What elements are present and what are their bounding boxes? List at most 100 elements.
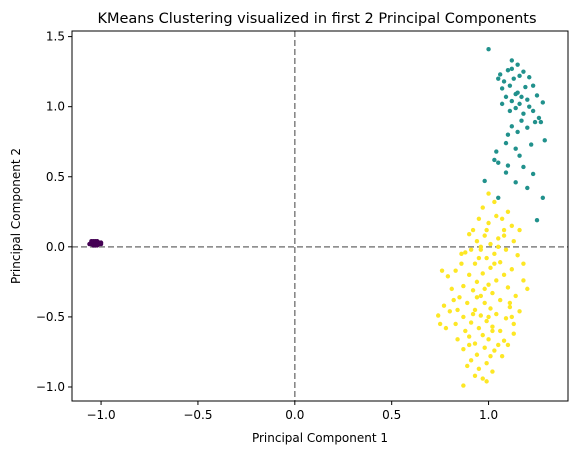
data-point xyxy=(465,300,470,306)
y-tick-label: 0.5 xyxy=(46,170,65,184)
data-point xyxy=(494,311,499,317)
data-point xyxy=(528,142,534,147)
data-point xyxy=(496,76,501,81)
data-point xyxy=(497,260,503,265)
x-axis-label: Principal Component 1 xyxy=(252,431,388,445)
data-point xyxy=(494,278,499,283)
data-point xyxy=(488,306,493,311)
data-point xyxy=(470,288,476,293)
data-point xyxy=(517,101,522,107)
data-point xyxy=(476,216,482,221)
data-point xyxy=(501,272,507,278)
data-points xyxy=(87,47,547,388)
data-point xyxy=(476,325,482,331)
data-point xyxy=(478,313,484,318)
data-point xyxy=(511,76,516,81)
data-point xyxy=(465,363,470,369)
data-point xyxy=(534,218,540,223)
data-point xyxy=(515,62,520,67)
data-point xyxy=(453,321,458,327)
data-point xyxy=(492,251,497,257)
data-point xyxy=(501,233,507,238)
y-tick-label: 0.0 xyxy=(46,240,65,254)
data-point xyxy=(468,320,474,325)
data-point xyxy=(441,303,447,308)
data-point xyxy=(507,300,513,306)
data-point xyxy=(443,325,449,331)
data-point xyxy=(509,124,515,129)
data-point xyxy=(466,232,472,237)
data-point xyxy=(459,251,464,257)
data-point xyxy=(507,108,513,114)
data-point xyxy=(435,313,441,318)
data-point xyxy=(492,199,497,205)
y-tick-label: 1.0 xyxy=(46,100,65,114)
data-point xyxy=(507,304,513,310)
data-point xyxy=(472,341,478,346)
data-point xyxy=(515,129,520,135)
data-point xyxy=(490,328,495,334)
data-point xyxy=(474,279,480,285)
data-point xyxy=(484,227,489,233)
data-point xyxy=(494,213,499,219)
data-point xyxy=(525,286,530,292)
data-point xyxy=(530,108,536,114)
data-point xyxy=(472,261,478,266)
data-point xyxy=(476,366,482,371)
data-point xyxy=(482,300,487,306)
data-point xyxy=(521,164,526,170)
data-point xyxy=(499,216,505,221)
x-tick-label: −0.5 xyxy=(183,408,212,422)
data-point xyxy=(474,295,480,300)
data-point xyxy=(466,334,472,339)
data-point xyxy=(482,345,487,350)
data-point xyxy=(461,314,466,320)
data-point xyxy=(492,157,497,163)
data-point xyxy=(513,180,518,185)
data-point xyxy=(521,69,526,74)
data-point xyxy=(497,72,503,77)
data-point xyxy=(87,241,92,247)
y-axis-ticks: −1.0 −0.5 0.0 0.5 1.0 1.5 xyxy=(36,30,72,394)
data-point xyxy=(515,253,520,258)
y-tick-label: 1.5 xyxy=(46,30,65,44)
data-point xyxy=(484,360,489,366)
data-point xyxy=(490,369,495,374)
data-point xyxy=(490,290,495,296)
data-point xyxy=(496,160,501,165)
plot-frame xyxy=(71,30,569,402)
data-point xyxy=(492,261,497,266)
x-tick-label: 0.0 xyxy=(285,408,304,422)
x-tick-label: −1.0 xyxy=(86,408,115,422)
data-point xyxy=(503,94,509,100)
data-point xyxy=(439,268,445,273)
data-point xyxy=(509,314,515,320)
data-point xyxy=(530,171,536,177)
data-point xyxy=(501,227,507,233)
data-point xyxy=(511,321,516,327)
data-point xyxy=(488,353,493,359)
data-point xyxy=(451,297,456,303)
data-point xyxy=(480,376,485,381)
data-point xyxy=(540,195,546,200)
reference-lines xyxy=(72,31,568,401)
data-point xyxy=(527,104,532,109)
data-point xyxy=(453,268,458,273)
data-point xyxy=(468,247,474,252)
data-point xyxy=(463,328,468,334)
data-point xyxy=(484,255,489,261)
data-point xyxy=(497,297,503,303)
data-point xyxy=(482,178,487,184)
y-tick-label: −1.0 xyxy=(36,380,65,394)
x-tick-label: 1.0 xyxy=(479,408,498,422)
data-point xyxy=(480,332,485,338)
data-point xyxy=(540,100,546,105)
data-point xyxy=(480,205,485,210)
data-point xyxy=(461,346,466,352)
data-point xyxy=(499,101,505,107)
data-point xyxy=(517,153,522,158)
data-point xyxy=(519,94,524,100)
data-point xyxy=(503,140,509,146)
data-point xyxy=(449,286,454,292)
data-point xyxy=(536,115,542,121)
